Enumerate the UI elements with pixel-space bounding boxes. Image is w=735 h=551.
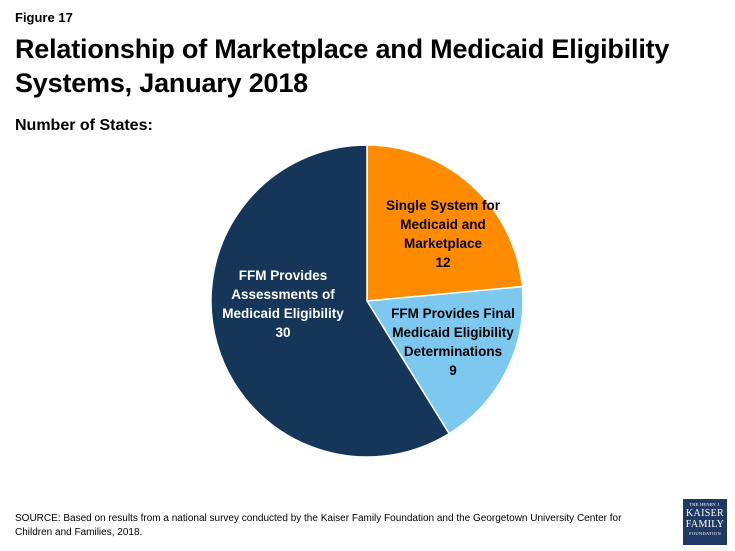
slice-value-label: 9 bbox=[449, 363, 457, 378]
slice-name-line: Medicaid and bbox=[400, 217, 486, 232]
pie-slice-label-2: FFM Provides Final Medicaid Eligibility De… bbox=[391, 306, 515, 378]
slice-name-line: Single System for bbox=[386, 198, 501, 213]
slice-name-line: FFM Provides Final bbox=[391, 306, 515, 321]
logo-line-1: THE HENRY J. bbox=[689, 502, 721, 507]
pie-chart: Single System for Medicaid and Marketplace… bbox=[210, 144, 524, 458]
slice-name-line: Medicaid Eligibility bbox=[392, 325, 514, 340]
pie-slice-3 bbox=[210, 144, 451, 458]
slice-value-label: 30 bbox=[275, 325, 290, 340]
slice-name-line: Assessments of bbox=[231, 287, 335, 302]
chart-title: Relationship of Marketplace and Medicaid… bbox=[15, 34, 670, 98]
pie-slice-label-3: FFM Provides Assessments of Medicaid Eligi… bbox=[222, 268, 344, 340]
source-note: SOURCE: Based on results from a national… bbox=[15, 513, 622, 538]
pie-slice-2 bbox=[365, 285, 524, 435]
pie-slice-1 bbox=[366, 144, 524, 302]
logo-line-3: FAMILY bbox=[685, 519, 725, 530]
logo-line-2: KAISER bbox=[686, 508, 724, 519]
slice-name-line: Determinations bbox=[404, 344, 502, 359]
chart-subtitle: Number of States: bbox=[15, 117, 153, 134]
kff-logo: THE HENRY J. KAISER FAMILY FOUNDATION bbox=[683, 499, 727, 545]
figure-label: Figure 17 bbox=[15, 10, 73, 25]
slice-value-label: 12 bbox=[435, 255, 450, 270]
logo-line-4: FOUNDATION bbox=[689, 531, 721, 536]
slice-name-line: Marketplace bbox=[404, 236, 483, 251]
slice-name-line: Medicaid Eligibility bbox=[222, 306, 344, 321]
slice-name-line: FFM Provides bbox=[239, 268, 328, 283]
pie-slice-label-1: Single System for Medicaid and Marketplace… bbox=[386, 198, 501, 270]
